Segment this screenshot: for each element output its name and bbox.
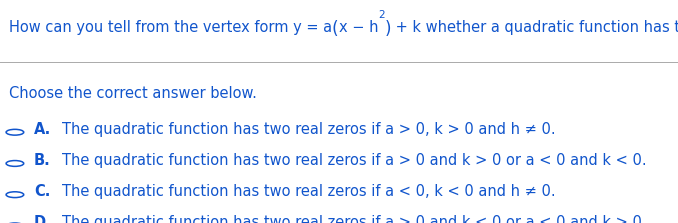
Text: The quadratic function has two real zeros if a > 0 and k < 0 or a < 0 and k > 0.: The quadratic function has two real zero… [62, 215, 647, 223]
Text: x − h: x − h [338, 20, 378, 35]
Text: (: ( [332, 20, 338, 38]
Text: ): ) [384, 20, 391, 38]
Text: The quadratic function has two real zeros if a < 0, k < 0 and h ≠ 0.: The quadratic function has two real zero… [62, 184, 556, 199]
Text: + k whether a quadratic function has two real zeros?: + k whether a quadratic function has two… [391, 20, 678, 35]
Text: The quadratic function has two real zeros if a > 0 and k > 0 or a < 0 and k < 0.: The quadratic function has two real zero… [62, 153, 647, 168]
Text: A.: A. [34, 122, 51, 136]
Text: D.: D. [34, 215, 52, 223]
Text: 2: 2 [378, 10, 384, 20]
Text: B.: B. [34, 153, 51, 168]
Text: How can you tell from the vertex form y = a: How can you tell from the vertex form y … [9, 20, 332, 35]
Text: The quadratic function has two real zeros if a > 0, k > 0 and h ≠ 0.: The quadratic function has two real zero… [62, 122, 556, 136]
Text: Choose the correct answer below.: Choose the correct answer below. [9, 86, 257, 101]
Text: C.: C. [34, 184, 50, 199]
